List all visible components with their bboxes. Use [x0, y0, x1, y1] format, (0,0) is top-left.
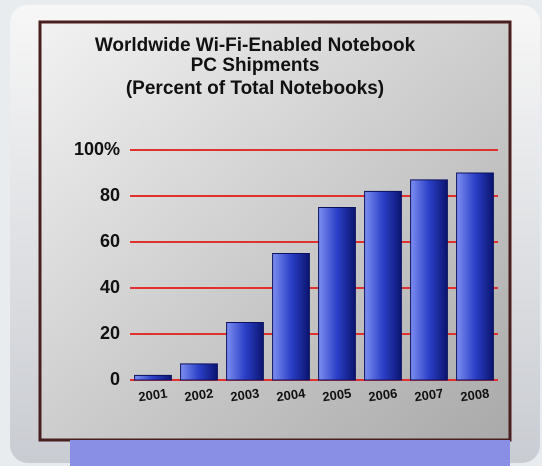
desktop-strip	[70, 440, 510, 466]
x-tick-label: 2003	[229, 386, 260, 405]
x-tick-label: 2007	[413, 386, 444, 405]
bar	[272, 253, 310, 381]
y-tick-label: 80	[100, 185, 120, 205]
y-tick-label: 100%	[74, 139, 120, 159]
x-tick-label: 2005	[321, 386, 352, 405]
bar	[180, 363, 218, 381]
chart-subtitle: (Percent of Total Notebooks)	[125, 78, 385, 99]
bar	[134, 374, 172, 381]
bar	[226, 322, 264, 381]
bar	[364, 190, 402, 381]
x-tick-label: 2008	[459, 386, 490, 405]
bar	[318, 207, 356, 381]
x-tick-label: 2004	[275, 385, 306, 404]
bar	[456, 172, 494, 381]
y-tick-label: 0	[110, 369, 120, 389]
y-tick-label: 60	[100, 231, 120, 251]
y-tick-label: 20	[100, 323, 120, 343]
x-tick-label: 2001	[137, 386, 168, 405]
bar	[410, 179, 448, 381]
y-tick-label: 40	[100, 277, 120, 297]
x-tick-label: 2002	[183, 386, 214, 405]
chart-title: Worldwide Wi-Fi-Enabled Notebook PC Ship…	[94, 35, 416, 76]
x-tick-label: 2006	[367, 386, 398, 405]
